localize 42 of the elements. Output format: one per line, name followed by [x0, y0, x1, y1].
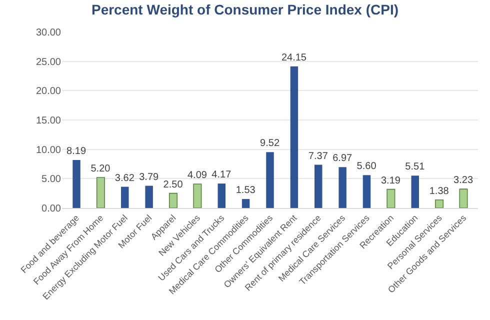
bar: [362, 175, 371, 208]
bar: [338, 167, 346, 208]
bar: [121, 186, 129, 208]
data-label: 6.97: [332, 153, 353, 164]
data-label: 5.60: [356, 161, 377, 172]
bar: [96, 177, 105, 208]
data-label: 1.53: [236, 185, 256, 196]
data-label: 3.62: [114, 172, 135, 184]
y-tick-label: 25.00: [36, 56, 62, 68]
bar: [290, 66, 298, 208]
data-label: 3.19: [380, 175, 401, 186]
data-label: 3.79: [139, 172, 160, 183]
data-label: 8.19: [66, 146, 86, 157]
data-label: 5.51: [405, 162, 426, 173]
bar: [386, 188, 396, 208]
y-tick-label: 0.00: [42, 204, 62, 214]
y-tick-label: 20.00: [36, 86, 62, 98]
bar: [459, 188, 468, 208]
data-label: 24.15: [281, 52, 307, 64]
bar: [145, 186, 153, 208]
data-label: 9.52: [260, 138, 280, 150]
y-tick-label: 5.00: [42, 174, 62, 186]
data-label: 4.17: [212, 170, 232, 181]
data-label: 7.37: [308, 150, 328, 162]
chart-title: Percent Weight of Consumer Price Index (CPI): [91, 2, 399, 18]
bar: [435, 200, 444, 208]
y-tick-label: 15.00: [36, 116, 62, 126]
bar: [266, 152, 274, 208]
y-tick-label: 10.00: [36, 144, 62, 156]
data-label: 4.09: [187, 170, 208, 182]
data-label: 1.38: [429, 186, 450, 197]
data-label: 5.20: [90, 163, 111, 174]
data-label: 2.50: [163, 179, 184, 190]
data-label: 3.23: [454, 175, 474, 186]
bar: [411, 176, 419, 208]
bar: [314, 164, 322, 208]
bar: [242, 199, 250, 208]
bar: [72, 160, 80, 208]
bar: [168, 192, 178, 208]
bar: [218, 184, 226, 208]
y-tick-label: 30.00: [36, 28, 62, 38]
bar: [193, 184, 202, 208]
